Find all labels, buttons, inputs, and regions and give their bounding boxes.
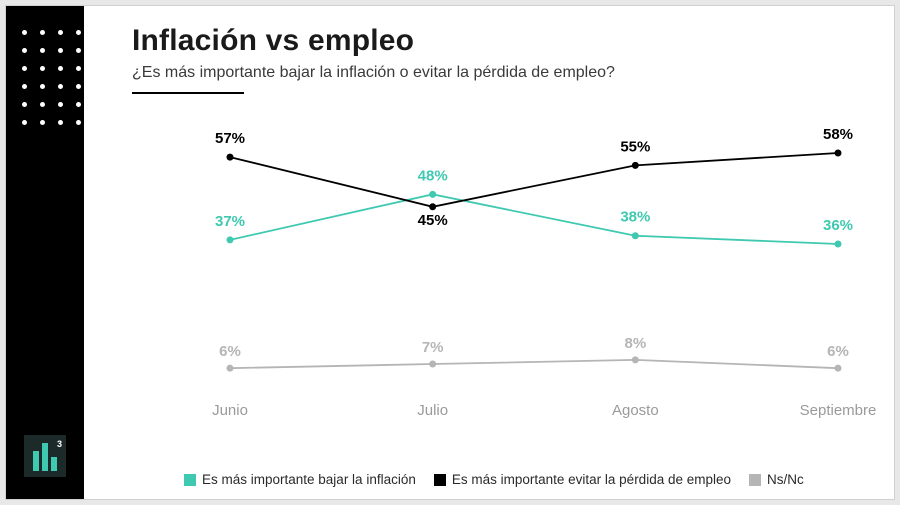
legend-item-nsnc: Ns/Nc	[749, 472, 804, 487]
legend-label: Es más importante evitar la pérdida de e…	[452, 472, 731, 487]
title-underline	[132, 92, 244, 94]
series-marker-nsnc	[632, 356, 639, 363]
legend-swatch-nsnc	[749, 474, 761, 486]
series-marker-inflation	[227, 236, 234, 243]
legend-label: Ns/Nc	[767, 472, 804, 487]
series-marker-nsnc	[227, 365, 234, 372]
legend-swatch-inflation	[184, 474, 196, 486]
series-value-label-inflation: 38%	[620, 209, 650, 226]
series-marker-employment	[429, 203, 436, 210]
series-value-label-employment: 57%	[215, 130, 245, 147]
line-chart: JunioJulioAgostoSeptiembre37%48%38%36%57…	[210, 116, 858, 421]
series-value-label-nsnc: 7%	[422, 339, 444, 356]
series-value-label-nsnc: 8%	[624, 335, 646, 352]
series-marker-nsnc	[429, 361, 436, 368]
series-marker-employment	[632, 162, 639, 169]
series-line-inflation	[230, 194, 838, 244]
page-subtitle: ¿Es más importante bajar la inflación o …	[132, 64, 858, 82]
series-marker-inflation	[632, 232, 639, 239]
series-value-label-employment: 58%	[823, 126, 853, 143]
legend: Es más importante bajar la inflación Es …	[184, 472, 874, 487]
series-value-label-inflation: 37%	[215, 213, 245, 230]
content-area: Inflación vs empleo ¿Es más importante b…	[84, 6, 894, 499]
logo-superscript: 3	[57, 439, 62, 449]
dot-grid-decoration	[22, 30, 86, 130]
chart-area: JunioJulioAgostoSeptiembre37%48%38%36%57…	[210, 116, 858, 421]
series-value-label-inflation: 48%	[418, 167, 448, 184]
legend-swatch-employment	[434, 474, 446, 486]
x-axis-label: Julio	[417, 402, 448, 419]
series-value-label-employment: 55%	[620, 138, 650, 155]
series-value-label-employment: 45%	[418, 212, 448, 229]
series-line-employment	[230, 153, 838, 207]
series-value-label-nsnc: 6%	[219, 343, 241, 360]
series-marker-employment	[835, 149, 842, 156]
series-line-nsnc	[230, 360, 838, 368]
brand-logo: 3	[24, 435, 66, 477]
series-marker-inflation	[835, 241, 842, 248]
series-marker-nsnc	[835, 365, 842, 372]
sidebar: 3	[6, 6, 84, 499]
series-value-label-inflation: 36%	[823, 217, 853, 234]
x-axis-label: Septiembre	[800, 402, 877, 419]
series-marker-inflation	[429, 191, 436, 198]
legend-item-inflation: Es más importante bajar la inflación	[184, 472, 416, 487]
x-axis-label: Junio	[212, 402, 248, 419]
page-title: Inflación vs empleo	[132, 24, 858, 58]
legend-item-employment: Es más importante evitar la pérdida de e…	[434, 472, 731, 487]
series-marker-employment	[227, 154, 234, 161]
x-axis-label: Agosto	[612, 402, 659, 419]
legend-label: Es más importante bajar la inflación	[202, 472, 416, 487]
slide-frame: 3 Inflación vs empleo ¿Es más importante…	[6, 6, 894, 499]
series-value-label-nsnc: 6%	[827, 343, 849, 360]
